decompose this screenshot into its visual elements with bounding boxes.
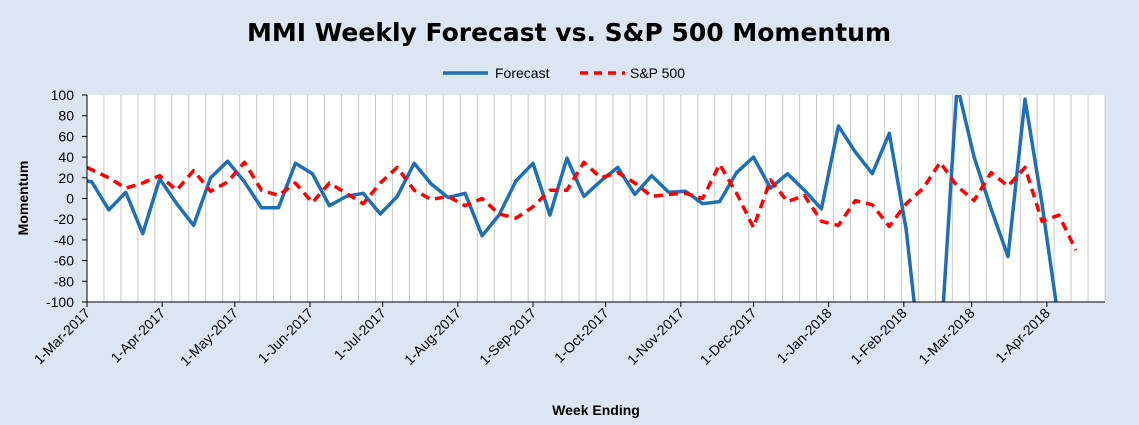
- y-axis-label: Momentum: [15, 161, 31, 236]
- y-tick-label: 20: [58, 170, 74, 186]
- y-tick-label: 60: [58, 128, 74, 144]
- gridlines: [86, 95, 1106, 302]
- y-tick-label: -80: [54, 273, 74, 289]
- y-axis-ticks: -100 -80 -60 -40 -20 0 20 40 60 80 100: [46, 87, 87, 310]
- y-tick-label: 40: [58, 149, 74, 165]
- legend-sp500-label: S&P 500: [630, 65, 685, 81]
- y-tick-label: -20: [54, 211, 74, 227]
- forecast-line: [87, 95, 1058, 302]
- legend: Forecast S&P 500: [443, 65, 685, 81]
- series-lines: [87, 95, 1078, 302]
- y-tick-label: -40: [54, 232, 74, 248]
- y-tick-label: -60: [54, 253, 74, 269]
- y-tick-label: 80: [58, 108, 74, 124]
- y-tick-label: 0: [66, 191, 74, 207]
- x-axis-label: Week Ending: [552, 402, 640, 418]
- y-tick-label: -100: [46, 294, 74, 310]
- y-tick-label: 100: [51, 87, 75, 103]
- chart-title: MMI Weekly Forecast vs. S&P 500 Momentum: [247, 18, 891, 47]
- sp500-line: [87, 160, 1078, 252]
- legend-forecast-label: Forecast: [495, 65, 550, 81]
